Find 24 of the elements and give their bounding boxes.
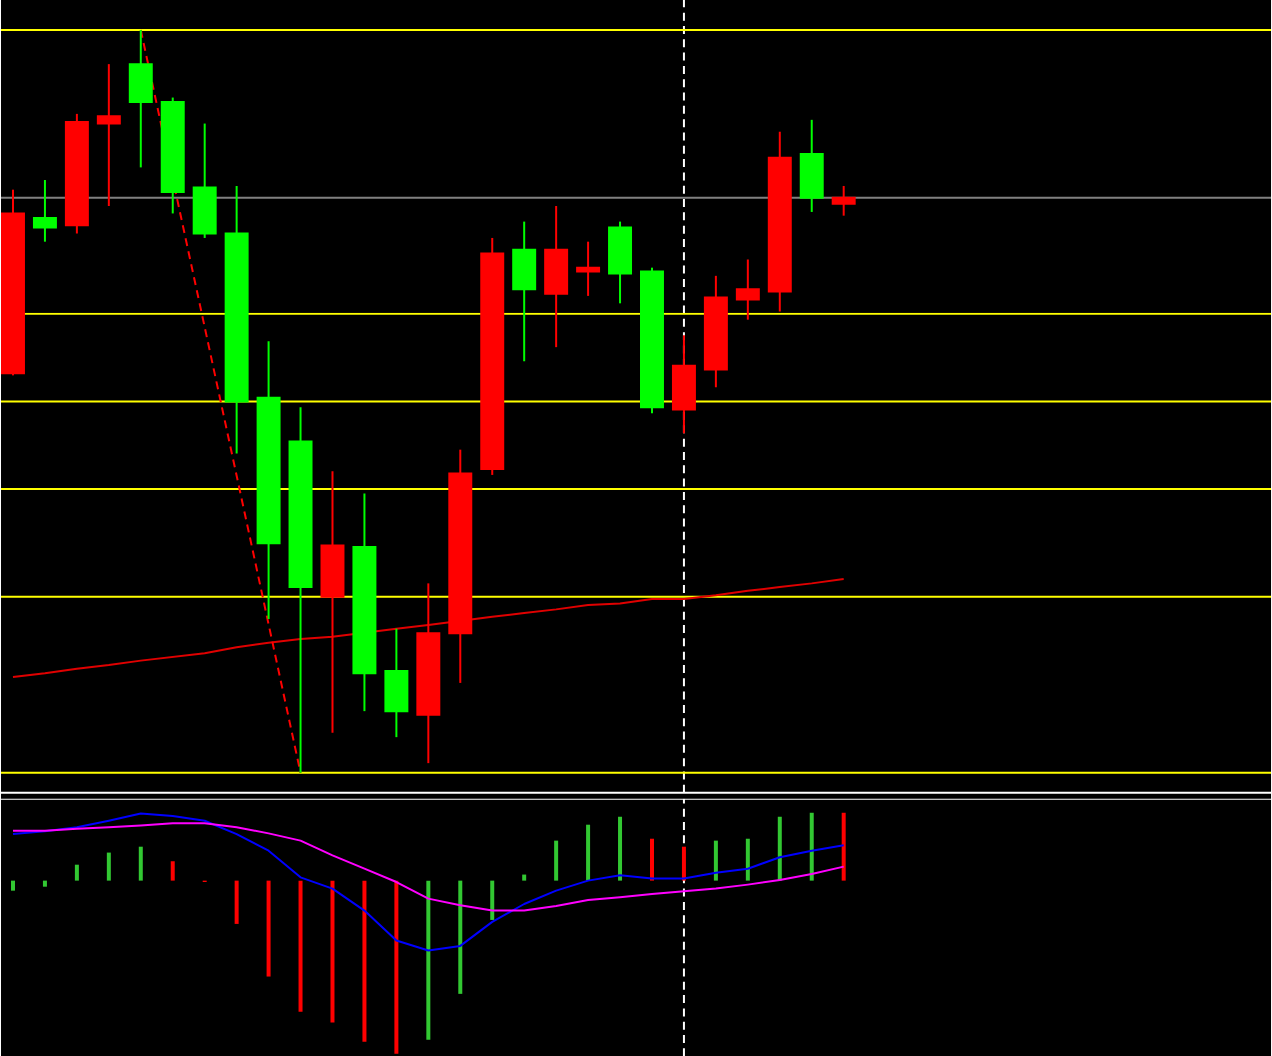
candlestick xyxy=(128,28,153,169)
candlestick xyxy=(544,204,569,348)
candlestick xyxy=(192,122,217,239)
candlestick xyxy=(576,240,601,297)
candlestick xyxy=(512,220,537,363)
candlestick xyxy=(831,184,856,217)
bar xyxy=(426,880,431,1040)
bar xyxy=(841,812,846,881)
bar xyxy=(362,880,367,1042)
candlestick xyxy=(671,334,696,435)
bar xyxy=(777,816,782,881)
candlestick xyxy=(96,62,121,207)
bar xyxy=(42,880,47,887)
candlestick xyxy=(735,258,760,321)
bar xyxy=(138,846,143,881)
bar xyxy=(649,838,654,881)
candlestick xyxy=(608,220,633,305)
bar xyxy=(74,864,79,881)
candlestick xyxy=(384,627,409,738)
bar xyxy=(713,840,718,881)
bar xyxy=(490,880,495,920)
candlestick xyxy=(32,178,57,243)
candlestick xyxy=(799,118,824,213)
bar xyxy=(330,880,335,1023)
